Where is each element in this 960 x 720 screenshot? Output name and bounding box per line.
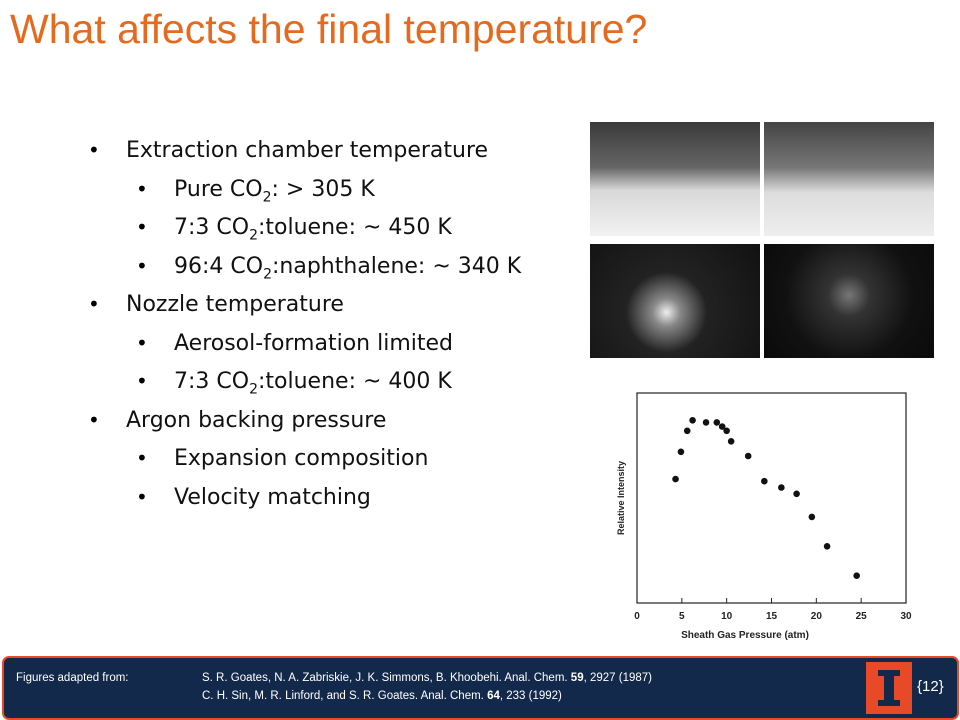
photo bbox=[590, 122, 760, 236]
reference-part: 59 bbox=[570, 672, 584, 684]
y-axis-label: Relative Intensity bbox=[616, 461, 626, 535]
text-part: :naphthalene: ~ 340 K bbox=[272, 253, 522, 279]
text-part: 2 bbox=[263, 265, 272, 282]
plot: Relative Intensity Sheath Gas Pressure (… bbox=[616, 392, 912, 641]
text-part: 96:4 CO bbox=[174, 253, 264, 279]
bullet-marker: • bbox=[136, 176, 148, 201]
plot-frame bbox=[636, 392, 907, 604]
text-part: Nozzle temperature bbox=[126, 292, 344, 317]
text-part: Extraction chamber temperature bbox=[126, 138, 489, 163]
text-part: 2 bbox=[249, 227, 258, 244]
bullet-text: Extraction chamber temperature bbox=[126, 138, 488, 163]
reference: S. R. Goates, N. A. Zabriskie, J. K. Sim… bbox=[202, 672, 652, 684]
x-tick-label: 15 bbox=[766, 611, 778, 622]
reference-part: 64 bbox=[487, 690, 500, 702]
x-tick-label: 25 bbox=[856, 611, 868, 622]
text-part: :toluene: ~ 450 K bbox=[258, 215, 452, 240]
data-point bbox=[689, 417, 696, 424]
footer: Figures adapted from: S. R. Goates, N. A… bbox=[2, 656, 959, 720]
bullet-text: Argon backing pressure bbox=[126, 408, 386, 433]
text-part: 2 bbox=[262, 188, 272, 205]
bullet-marker: • bbox=[88, 407, 100, 432]
logo bbox=[866, 662, 912, 714]
bullet-marker: • bbox=[136, 253, 148, 278]
bullet-marker: • bbox=[136, 369, 148, 393]
text-part: Velocity matching bbox=[174, 484, 371, 510]
data-point bbox=[677, 448, 685, 456]
logo-part bbox=[878, 700, 900, 706]
photo bbox=[764, 244, 934, 358]
text-part: 7:3 CO bbox=[174, 215, 250, 240]
photo bbox=[764, 122, 934, 236]
text-part: :toluene: ~ 400 K bbox=[258, 369, 452, 394]
reference-part: C. H. Sin, M. R. Linford, and S. R. Goat… bbox=[202, 690, 488, 702]
data-point bbox=[808, 513, 816, 521]
bullet-text: Pure CO2: > 305 K bbox=[174, 177, 375, 205]
data-point bbox=[778, 484, 785, 491]
bullet-text: 7:3 CO2:toluene: ~ 400 K bbox=[174, 369, 452, 397]
bullet-text: Nozzle temperature bbox=[126, 292, 344, 317]
data-point bbox=[672, 475, 679, 483]
logo-part bbox=[878, 670, 900, 676]
bullet-marker: • bbox=[88, 138, 100, 162]
text-part: 2 bbox=[249, 381, 258, 398]
footer-label: Figures adapted from: bbox=[16, 672, 129, 684]
bullet-marker: • bbox=[136, 215, 148, 239]
bullet-text: Velocity matching bbox=[174, 485, 371, 510]
text-part: Aerosol-formation limited bbox=[174, 330, 453, 356]
bullet-marker: • bbox=[136, 330, 148, 355]
data-point bbox=[823, 543, 831, 550]
bullet-marker: • bbox=[88, 292, 100, 316]
data-point bbox=[723, 427, 730, 435]
bullet-text: 96:4 CO2:naphthalene: ~ 340 K bbox=[174, 254, 521, 282]
text-part: Argon backing pressure bbox=[126, 407, 387, 433]
bullet-text: Expansion composition bbox=[174, 446, 428, 471]
photo bbox=[590, 244, 760, 358]
bullet-marker: • bbox=[136, 484, 148, 509]
text-part: Pure CO bbox=[174, 176, 263, 202]
bullet-marker: • bbox=[136, 446, 148, 470]
data-point bbox=[718, 423, 726, 430]
x-tick-label: 20 bbox=[811, 611, 823, 622]
reference-part: , 233 (1992) bbox=[499, 690, 562, 702]
reference-part: S. R. Goates, N. A. Zabriskie, J. K. Sim… bbox=[202, 672, 571, 684]
x-tick-label: 0 bbox=[634, 611, 640, 622]
x-tick-label: 10 bbox=[721, 611, 733, 622]
data-point bbox=[744, 452, 752, 460]
data-point bbox=[761, 477, 768, 485]
data-point bbox=[702, 419, 710, 426]
x-axis-label: Sheath Gas Pressure (atm) bbox=[681, 630, 809, 641]
slide-title: What affects the final temperature? bbox=[10, 6, 648, 52]
text-part: : > 305 K bbox=[271, 176, 375, 202]
x-tick-label: 30 bbox=[900, 611, 912, 622]
data-point bbox=[683, 427, 691, 435]
data-point bbox=[853, 572, 860, 579]
bullet-text: Aerosol-formation limited bbox=[174, 331, 453, 356]
reference-part: , 2927 (1987) bbox=[583, 672, 653, 684]
data-point bbox=[793, 490, 800, 498]
text-part: 7:3 CO bbox=[174, 369, 250, 394]
logo-part bbox=[884, 676, 894, 700]
page-number: {12} bbox=[917, 678, 944, 695]
data-point bbox=[713, 419, 721, 426]
data-point bbox=[727, 438, 735, 445]
text-part: Expansion composition bbox=[174, 446, 429, 471]
bullet-text: 7:3 CO2:toluene: ~ 450 K bbox=[174, 215, 452, 243]
x-tick-label: 5 bbox=[679, 611, 685, 622]
reference: C. H. Sin, M. R. Linford, and S. R. Goat… bbox=[202, 690, 562, 702]
